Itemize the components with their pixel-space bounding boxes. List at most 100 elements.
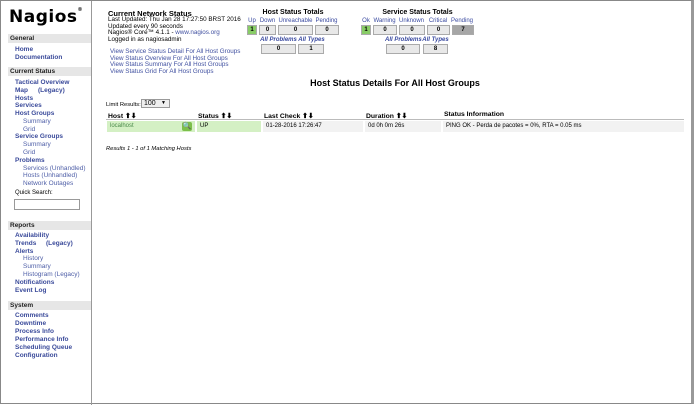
nav-host-groups[interactable]: Host Groups — [15, 110, 55, 117]
nav-services[interactable]: Services — [15, 102, 42, 109]
host-all-problems-label[interactable]: All Problems — [260, 37, 297, 43]
host-totals-title: Host Status Totals — [262, 9, 324, 16]
nav-problem-services-row: Services (Unhandled) — [23, 165, 86, 172]
status-links: View Service Status Detail For All Host … — [110, 48, 241, 75]
nav-hg-grid[interactable]: Grid — [23, 126, 36, 133]
chevron-down-icon: ▼ — [161, 100, 166, 106]
service-warning-label[interactable]: Warning — [373, 18, 396, 24]
host-status-information: PING OK - Perda de pacotes = 0%, RTA = 0… — [443, 121, 684, 132]
column-last-check[interactable]: Last Check ⬆⬇ — [264, 112, 314, 120]
network-status-title: Current Network Status — [108, 9, 192, 18]
nav-comments[interactable]: Comments — [15, 312, 49, 319]
column-duration-label: Duration — [366, 113, 394, 120]
service-unknown-label[interactable]: Unknown — [398, 18, 424, 24]
host-down-label[interactable]: Down — [259, 18, 276, 24]
update-interval: Updated every 90 seconds — [108, 22, 183, 30]
nav-problem-services-unhandled[interactable]: Unhandled — [51, 165, 84, 172]
sort-arrows-icon[interactable]: ⬆⬇ — [125, 113, 137, 120]
nav-problems[interactable]: Problems — [15, 157, 45, 164]
limit-results-select[interactable]: 100 ▼ — [141, 99, 170, 108]
logged-in: Logged in as nagiosadmin — [108, 35, 182, 43]
column-duration[interactable]: Duration ⬆⬇ — [366, 112, 407, 120]
host-unreachable-label[interactable]: Unreachable — [278, 18, 313, 24]
service-problems-count: 0 — [386, 44, 420, 54]
service-critical-label[interactable]: Critical — [428, 18, 448, 24]
nav-hg-summary[interactable]: Summary — [23, 118, 51, 125]
nav-alerts-history[interactable]: History — [23, 255, 44, 262]
service-ok-label[interactable]: Ok — [362, 18, 370, 24]
host-all-types-label[interactable]: All Types — [298, 37, 325, 43]
nagios-logo[interactable]: Nagios® — [9, 7, 83, 27]
host-status: UP — [197, 121, 261, 132]
nav-map-legacy[interactable]: (Legacy) — [38, 87, 65, 94]
nav-documentation[interactable]: Documentation — [15, 54, 63, 61]
column-status[interactable]: Status ⬆⬇ — [198, 112, 232, 120]
service-pending-label[interactable]: Pending — [450, 18, 474, 24]
nav-map[interactable]: Map — [15, 87, 28, 94]
service-all-problems-label[interactable]: All Problems — [385, 37, 422, 43]
nav-problem-hosts-unhandled[interactable]: Unhandled — [43, 172, 76, 179]
link-status-summary[interactable]: View Status Summary For All Host Groups — [110, 61, 229, 68]
column-host-label: Host — [108, 113, 124, 120]
nav-alerts-histogram[interactable]: Histogram (Legacy) — [23, 271, 80, 278]
nav-home[interactable]: Home — [15, 46, 34, 53]
sort-arrows-icon[interactable]: ⬆⬇ — [302, 113, 314, 120]
nav-downtime[interactable]: Downtime — [15, 320, 47, 327]
link-status-overview[interactable]: View Status Overview For All Host Groups — [110, 54, 228, 62]
host-up-count: 1 — [247, 25, 257, 35]
nagios-org-link[interactable]: www.nagios.org — [175, 29, 220, 37]
column-last-check-label: Last Check — [264, 113, 301, 120]
nav-problem-hosts[interactable]: Hosts — [23, 172, 40, 179]
nav-notifications[interactable]: Notifications — [15, 279, 55, 286]
host-types-count: 1 — [298, 44, 324, 54]
section-general: General — [8, 34, 91, 43]
nav-trends-legacy[interactable]: (Legacy) — [46, 240, 73, 247]
quick-search-label: Quick Search: — [15, 190, 53, 196]
sidebar: Nagios® General Home Documentation Curre… — [1, 1, 92, 405]
limit-results-value: 100 — [144, 100, 156, 107]
nav-hosts[interactable]: Hosts — [15, 95, 34, 102]
nav-service-groups[interactable]: Service Groups — [15, 133, 64, 140]
sort-arrows-icon[interactable]: ⬆⬇ — [395, 113, 408, 120]
nav-tactical-overview[interactable]: Tactical Overview — [15, 79, 70, 86]
host-duration: 0d 0h 0m 26s — [365, 121, 441, 132]
nav-scheduling-queue[interactable]: Scheduling Queue — [15, 344, 73, 351]
service-all-types-label[interactable]: All Types — [422, 37, 449, 43]
service-warning-count: 0 — [373, 25, 397, 35]
host-link[interactable]: localhost — [107, 121, 195, 132]
nav-sg-summary[interactable]: Summary — [23, 141, 51, 148]
nav-availability[interactable]: Availability — [15, 232, 50, 239]
service-unknown-count: 0 — [399, 25, 425, 35]
header-divider — [106, 119, 684, 120]
host-up-label[interactable]: Up — [248, 18, 256, 24]
network-status-info: Last Updated: Thu Jan 28 17:27:50 BRST 2… — [108, 16, 241, 43]
limit-results-label: Limit Results: — [106, 102, 141, 108]
section-reports: Reports — [8, 221, 91, 230]
nav-performance-info[interactable]: Performance Info — [15, 336, 69, 343]
host-pending-label[interactable]: Pending — [315, 18, 338, 24]
quick-search-input[interactable] — [14, 199, 80, 210]
core-version: Nagios® Core™ 4.1.1 - www.nagios.org — [108, 29, 241, 37]
service-types-count: 8 — [423, 44, 448, 54]
results-count: Results 1 - 1 of 1 Matching Hosts — [106, 146, 192, 152]
core-version-text: Nagios® Core™ 4.1.1 - — [108, 29, 176, 37]
nav-sg-grid[interactable]: Grid — [23, 149, 36, 156]
last-updated: Last Updated: Thu Jan 28 17:27:50 BRST 2… — [108, 16, 241, 23]
column-host[interactable]: Host ⬆⬇ — [108, 112, 136, 120]
nav-process-info[interactable]: Process Info — [15, 328, 55, 335]
nav-alerts[interactable]: Alerts — [15, 248, 34, 255]
link-service-detail[interactable]: View Service Status Detail For All Host … — [110, 48, 241, 55]
nav-trends[interactable]: Trends — [15, 240, 37, 247]
nav-alerts-summary[interactable]: Summary — [23, 263, 51, 270]
link-status-grid[interactable]: View Status Grid For All Host Groups — [110, 67, 214, 75]
nav-network-outages[interactable]: Network Outages — [23, 180, 74, 187]
section-system: System — [8, 301, 91, 310]
host-unreachable-count: 0 — [278, 25, 313, 35]
nav-configuration[interactable]: Configuration — [15, 352, 58, 359]
host-detail-icon[interactable]: 🔍 — [182, 122, 192, 131]
page-title: Host Status Details For All Host Groups — [310, 78, 480, 88]
nav-problem-services[interactable]: Services — [23, 165, 48, 172]
nav-event-log[interactable]: Event Log — [15, 287, 47, 294]
host-problems-count: 0 — [261, 44, 296, 54]
sort-arrows-icon[interactable]: ⬆⬇ — [220, 113, 233, 120]
